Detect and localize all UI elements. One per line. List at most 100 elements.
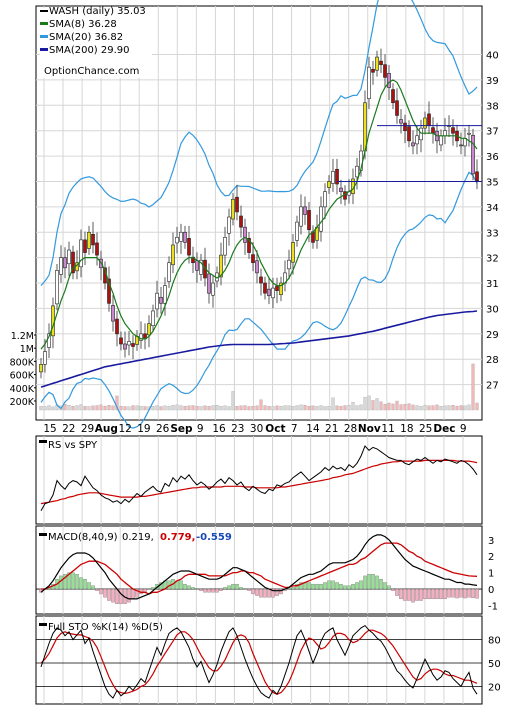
price-candle	[127, 341, 131, 346]
price-tick-label: 37	[486, 127, 499, 138]
volume-bar	[171, 405, 175, 411]
volume-bar	[235, 406, 239, 411]
macd-histogram-bar	[95, 588, 99, 591]
volume-bar	[227, 406, 231, 411]
volume-bar	[451, 405, 455, 411]
volume-bar	[351, 402, 355, 411]
volume-bar	[347, 405, 351, 411]
legend-swatch-sma20	[40, 35, 48, 38]
macd-histogram-bar	[127, 588, 131, 603]
volume-bar	[207, 406, 211, 411]
volume-bar	[63, 404, 67, 411]
volume-bar	[315, 406, 319, 411]
volume-bar	[475, 402, 479, 411]
macd-histogram-bar	[439, 588, 443, 600]
macd-histogram-bar	[339, 583, 343, 590]
price-candle	[167, 262, 171, 282]
volume-bar	[127, 406, 131, 411]
price-candle	[395, 100, 399, 116]
volume-bar	[319, 405, 323, 411]
volume-bar	[427, 405, 431, 411]
macd-histogram-bar	[111, 588, 115, 603]
date-tick-label: 25	[419, 423, 432, 435]
volume-bar	[215, 405, 219, 411]
volume-bar	[435, 404, 439, 411]
date-tick-label: 28	[344, 423, 357, 435]
sto-title: Full STO %K(14) %D(5)	[48, 622, 163, 633]
price-candle	[427, 113, 431, 126]
volume-bar	[455, 406, 459, 411]
volume-bar	[47, 405, 51, 411]
macd-histogram-bar	[387, 585, 391, 590]
price-candle	[415, 135, 419, 145]
macd-histogram-bar	[411, 588, 415, 603]
volume-bar	[403, 404, 407, 411]
sto-k-line	[40, 624, 478, 699]
volume-bar	[51, 406, 55, 411]
price-candle	[375, 56, 379, 71]
volume-bar	[423, 405, 427, 411]
volume-bar	[311, 405, 315, 411]
volume-bar	[99, 404, 103, 411]
price-candle	[251, 254, 255, 264]
volume-bar	[107, 405, 111, 411]
volume-bar	[327, 406, 331, 411]
volume-bars	[39, 363, 479, 411]
macd-histogram-bar	[227, 585, 231, 590]
rs-panel	[35, 435, 483, 525]
volume-bar	[211, 405, 215, 411]
price-tick-label: 28	[486, 355, 499, 366]
volume-bar	[391, 403, 395, 411]
date-tick-label: Aug	[95, 423, 118, 435]
volume-bar	[395, 400, 399, 411]
price-candle	[431, 127, 435, 134]
macd-histogram-bar	[359, 580, 363, 590]
volume-bar	[223, 405, 227, 411]
date-tick-label: 11	[381, 423, 394, 435]
volume-bar	[155, 405, 159, 411]
date-tick-label: 29	[81, 423, 94, 435]
price-tick-label: 29	[486, 330, 499, 341]
price-candle	[95, 242, 99, 256]
volume-bar	[411, 404, 415, 411]
macd-histogram-bar	[415, 588, 419, 601]
price-candle	[39, 363, 43, 373]
macd-histogram-bar	[315, 583, 319, 590]
date-tick-label: 15	[43, 423, 56, 435]
price-candle	[227, 216, 231, 234]
macd-tick-label: 2	[488, 552, 494, 563]
macd-histogram-bar	[275, 588, 279, 596]
macd-histogram-bar	[391, 588, 395, 591]
price-candle	[155, 292, 159, 310]
volume-bar	[299, 404, 303, 411]
date-tick-label: 12	[118, 423, 131, 435]
price-candle	[387, 73, 391, 88]
price-candle	[151, 310, 155, 326]
macd-histogram-bar	[239, 587, 243, 590]
volume-bar	[467, 404, 471, 411]
macd-histogram-bar	[83, 579, 87, 590]
price-candle	[107, 278, 111, 304]
volume-bar	[267, 406, 271, 411]
volume-bar	[139, 406, 143, 411]
volume-bar	[95, 405, 99, 411]
macd-histogram-bar	[267, 588, 271, 598]
volume-bar	[179, 405, 183, 411]
price-candle	[211, 282, 215, 296]
bollinger-lower-line	[40, 171, 478, 429]
volume-bar	[247, 406, 251, 411]
volume-bar	[415, 405, 419, 411]
macd-histogram-bar	[67, 572, 71, 590]
volume-bar	[355, 405, 359, 411]
price-candle	[231, 198, 235, 220]
macd-histogram-bar	[107, 588, 111, 601]
price-candle	[239, 215, 243, 228]
macd-histogram-bar	[223, 587, 227, 590]
price-candle	[467, 132, 471, 135]
macd-histogram-bar	[407, 588, 411, 601]
price-candles	[39, 48, 479, 379]
volume-bar	[303, 405, 307, 411]
volume-bar	[399, 404, 403, 411]
legend-sma200-label: SMA(200) 29.90	[49, 45, 130, 56]
date-tick-label: 7	[291, 423, 298, 435]
